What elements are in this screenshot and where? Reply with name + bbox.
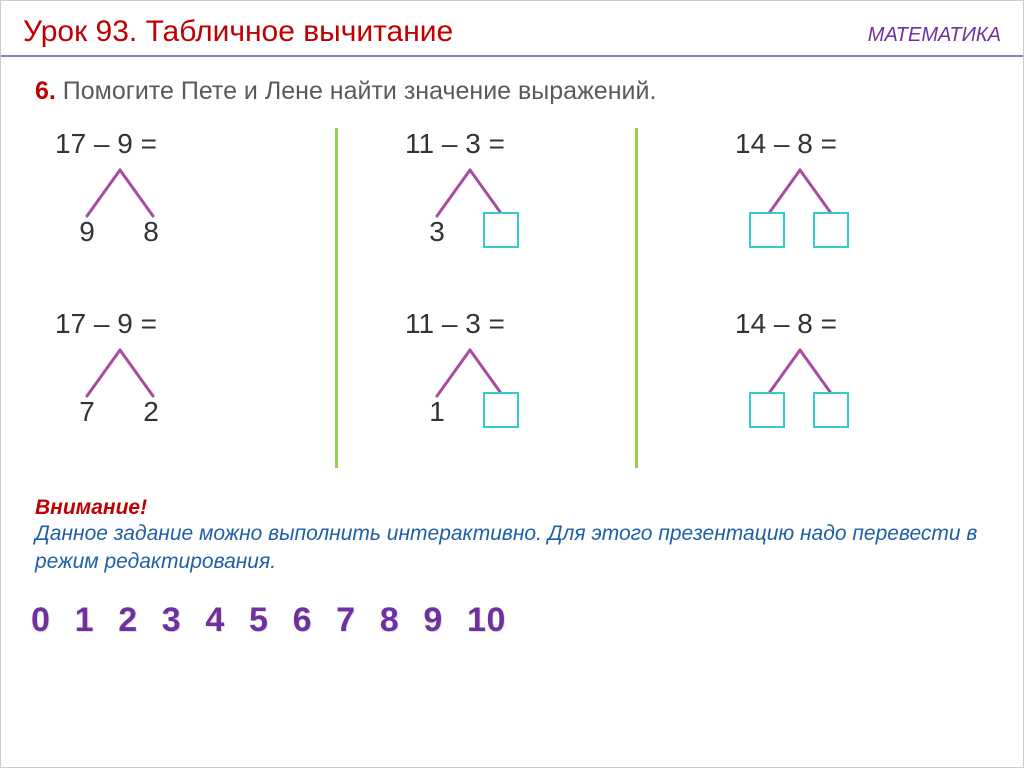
bond-part-right: 8 — [133, 216, 169, 248]
expression: 17 – 9 = — [55, 308, 295, 340]
slide-header: Урок 93. Табличное вычитание МАТЕМАТИКА — [1, 1, 1023, 57]
number-bond — [735, 166, 975, 252]
numline-digit: 10 — [467, 601, 506, 639]
number-bond — [735, 346, 975, 432]
expression: 14 – 8 = — [735, 128, 975, 160]
problem-p1: 17 – 9 = 98 — [55, 128, 295, 252]
lesson-title: Урок 93. Табличное вычитание — [23, 15, 453, 49]
answer-box-right[interactable] — [813, 392, 849, 428]
subject-label: МАТЕМАТИКА — [868, 24, 1001, 47]
branch-lines-icon — [65, 346, 185, 402]
bond-part-right: 2 — [133, 396, 169, 428]
numline-digit: 2 — [118, 601, 138, 639]
expression: 14 – 8 = — [735, 308, 975, 340]
problem-p6: 14 – 8 = — [735, 308, 975, 432]
numline-digit: 4 — [205, 601, 225, 639]
numline-digit: 5 — [249, 601, 269, 639]
numline-digit: 7 — [336, 601, 356, 639]
numline-digit: 3 — [162, 601, 182, 639]
problem-p5: 14 – 8 = — [735, 128, 975, 252]
numline-digit: 0 — [31, 601, 51, 639]
problem-p2: 17 – 9 = 72 — [55, 308, 295, 432]
numline-digit: 9 — [423, 601, 443, 639]
answer-box-right[interactable] — [483, 212, 519, 248]
numline-digit: 8 — [380, 601, 400, 639]
expression: 11 – 3 = — [405, 128, 645, 160]
expression: 11 – 3 = — [405, 308, 645, 340]
answer-box-right[interactable] — [813, 212, 849, 248]
bond-part-left: 7 — [69, 396, 105, 428]
note-title: Внимание! — [35, 496, 989, 520]
number-bond: 98 — [55, 166, 295, 252]
answer-box-left[interactable] — [749, 392, 785, 428]
numline-digit: 6 — [293, 601, 313, 639]
answer-box-left[interactable] — [749, 212, 785, 248]
numline-digit: 1 — [75, 601, 95, 639]
expression: 17 – 9 = — [55, 128, 295, 160]
branch-lines-icon — [65, 166, 185, 222]
number-bond: 3 — [405, 166, 645, 252]
task-body: Помогите Пете и Лене найти значение выра… — [56, 77, 657, 105]
task-text: 6. Помогите Пете и Лене найти значение в… — [1, 57, 1023, 118]
bond-part-left: 9 — [69, 216, 105, 248]
attention-note: Внимание! Данное задание можно выполнить… — [35, 496, 989, 577]
work-area: 17 – 9 = 98 17 – 9 = 72 11 – 3 = 3 11 – 3 = 1 14… — [35, 118, 989, 488]
number-line: 0123456789 10 — [31, 601, 993, 640]
task-number: 6. — [35, 77, 56, 105]
problem-p4: 11 – 3 = 1 — [405, 308, 645, 432]
answer-box-right[interactable] — [483, 392, 519, 428]
note-body: Данное задание можно выполнить интеракти… — [35, 520, 989, 577]
column-divider-1 — [335, 128, 338, 468]
problem-p3: 11 – 3 = 3 — [405, 128, 645, 252]
number-bond: 1 — [405, 346, 645, 432]
slide: Урок 93. Табличное вычитание МАТЕМАТИКА … — [0, 0, 1024, 768]
bond-part-left: 3 — [419, 216, 455, 248]
bond-part-left: 1 — [419, 396, 455, 428]
number-bond: 72 — [55, 346, 295, 432]
